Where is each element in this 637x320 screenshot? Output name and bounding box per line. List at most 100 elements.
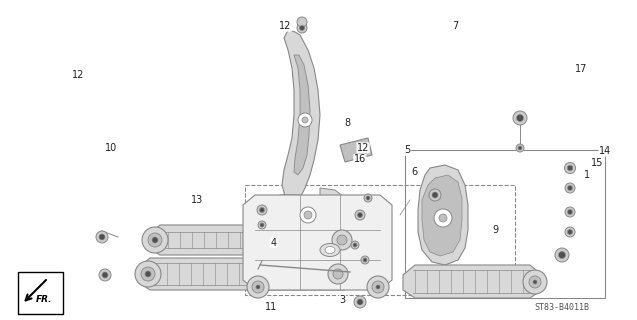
Circle shape (568, 210, 573, 214)
Text: 10: 10 (105, 143, 118, 153)
Circle shape (353, 243, 357, 247)
Polygon shape (418, 165, 468, 265)
Circle shape (258, 221, 266, 229)
Circle shape (328, 264, 348, 284)
Circle shape (363, 258, 367, 262)
Text: 9: 9 (492, 225, 499, 235)
Circle shape (439, 214, 447, 222)
Circle shape (434, 209, 452, 227)
Circle shape (102, 272, 108, 278)
Circle shape (332, 230, 352, 250)
Circle shape (376, 285, 380, 289)
Circle shape (247, 276, 269, 298)
Text: 17: 17 (575, 64, 587, 74)
Circle shape (152, 237, 158, 243)
Circle shape (516, 144, 524, 152)
Circle shape (529, 276, 541, 288)
Circle shape (142, 227, 168, 253)
Polygon shape (148, 225, 355, 255)
Ellipse shape (320, 244, 340, 257)
Polygon shape (138, 258, 358, 290)
Circle shape (260, 223, 264, 227)
Text: 13: 13 (191, 195, 204, 205)
Circle shape (357, 299, 363, 305)
Circle shape (304, 211, 312, 219)
Polygon shape (338, 248, 362, 290)
Text: 5: 5 (404, 145, 411, 156)
Circle shape (366, 196, 370, 200)
Text: 14: 14 (599, 146, 612, 156)
Text: 11: 11 (264, 302, 277, 312)
Circle shape (337, 235, 347, 245)
Text: 3: 3 (340, 295, 346, 305)
Polygon shape (272, 195, 340, 235)
Circle shape (351, 241, 359, 249)
Text: 12: 12 (279, 21, 292, 31)
Circle shape (354, 296, 366, 308)
Circle shape (96, 231, 108, 243)
Circle shape (99, 269, 111, 281)
Text: ST83-B4011B: ST83-B4011B (534, 302, 589, 311)
Text: 4: 4 (271, 237, 277, 248)
Text: 12: 12 (357, 143, 369, 153)
Polygon shape (294, 55, 310, 175)
Bar (405, 150, 605, 298)
Circle shape (565, 183, 575, 193)
Circle shape (145, 271, 151, 277)
Text: 6: 6 (411, 167, 417, 177)
Polygon shape (340, 138, 372, 162)
Circle shape (568, 186, 573, 190)
Text: 12: 12 (71, 70, 84, 80)
Circle shape (333, 269, 343, 279)
Circle shape (523, 270, 547, 294)
Circle shape (361, 256, 369, 264)
Circle shape (298, 113, 312, 127)
Circle shape (559, 252, 566, 259)
Circle shape (367, 276, 389, 298)
Circle shape (564, 163, 575, 173)
Circle shape (565, 207, 575, 217)
Circle shape (148, 233, 162, 247)
Circle shape (355, 210, 365, 220)
Text: 16: 16 (354, 154, 366, 164)
Circle shape (256, 285, 260, 289)
Circle shape (432, 192, 438, 198)
Circle shape (568, 165, 573, 171)
Circle shape (259, 207, 264, 212)
Ellipse shape (325, 246, 335, 253)
Circle shape (372, 281, 384, 293)
Circle shape (357, 212, 362, 218)
Circle shape (300, 207, 316, 223)
Polygon shape (282, 30, 320, 200)
Circle shape (518, 146, 522, 150)
Text: 7: 7 (452, 21, 459, 31)
Circle shape (565, 227, 575, 237)
Circle shape (141, 267, 155, 281)
Circle shape (302, 117, 308, 123)
Circle shape (568, 229, 573, 235)
Circle shape (533, 280, 537, 284)
Polygon shape (422, 175, 462, 256)
Text: 1: 1 (584, 170, 590, 180)
Circle shape (555, 248, 569, 262)
Text: 15: 15 (591, 158, 604, 168)
Text: FR.: FR. (36, 294, 52, 303)
Circle shape (252, 281, 264, 293)
Bar (18, 272, 63, 314)
Polygon shape (320, 188, 348, 215)
Circle shape (513, 111, 527, 125)
Bar (245, 185, 515, 295)
Circle shape (297, 23, 307, 33)
Circle shape (257, 205, 267, 215)
Circle shape (299, 26, 304, 30)
Circle shape (364, 194, 372, 202)
Circle shape (297, 17, 307, 27)
Text: 2: 2 (592, 157, 599, 168)
Text: 8: 8 (344, 118, 350, 128)
Circle shape (99, 234, 105, 240)
Circle shape (517, 115, 524, 122)
Circle shape (135, 261, 161, 287)
Polygon shape (243, 195, 392, 290)
Polygon shape (403, 265, 542, 298)
Circle shape (429, 189, 441, 201)
